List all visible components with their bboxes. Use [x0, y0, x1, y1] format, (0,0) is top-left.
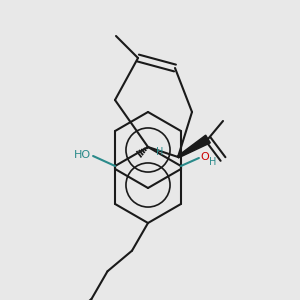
- Text: O: O: [200, 152, 209, 162]
- Text: H: H: [156, 147, 164, 157]
- Polygon shape: [178, 135, 210, 158]
- Text: H: H: [209, 157, 216, 167]
- Text: HO: HO: [74, 150, 91, 160]
